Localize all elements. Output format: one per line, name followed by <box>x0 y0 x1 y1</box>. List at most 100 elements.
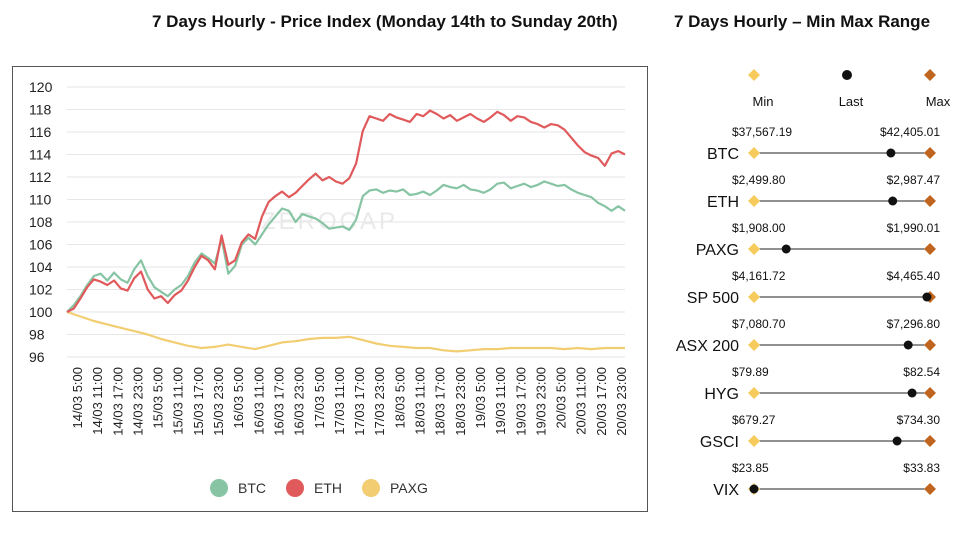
x-tick-label: 16/03 11:00 <box>251 367 266 435</box>
max-marker <box>924 243 936 255</box>
min-value-label: $4,161.72 <box>732 269 786 283</box>
y-tick-label: 112 <box>29 169 52 185</box>
max-value-label: $1,990.01 <box>887 221 941 235</box>
max-value-label: $2,987.47 <box>887 173 941 187</box>
min-value-label: $1,908.00 <box>732 221 786 235</box>
min-marker <box>748 387 760 399</box>
y-tick-label: 100 <box>29 304 53 320</box>
min-legend-marker <box>748 69 760 81</box>
x-tick-label: 20/03 11:00 <box>574 367 589 435</box>
min-marker <box>748 435 760 447</box>
price-index-chart: 96 98 100 102 104 106 108 110 112 114 116 118 120 ZER… <box>12 66 648 512</box>
min-marker <box>748 243 760 255</box>
asset-name: GSCI <box>700 434 739 451</box>
btc-series-line <box>66 180 626 313</box>
asset-name: ASX 200 <box>676 338 739 355</box>
min-legend-label: Min <box>753 94 774 109</box>
max-value-label: $4,465.40 <box>887 269 941 283</box>
line-chart-title: 7 Days Hourly - Price Index (Monday 14th… <box>152 12 618 31</box>
max-marker <box>924 435 936 447</box>
x-tick-label: 16/03 23:00 <box>292 367 307 436</box>
last-legend-label: Last <box>839 94 864 109</box>
asset-name: VIX <box>713 482 739 499</box>
x-tick-label: 16/03 5:00 <box>231 367 246 428</box>
x-tick-label: 17/03 17:00 <box>352 367 367 436</box>
max-marker <box>924 483 936 495</box>
y-tick-label: 106 <box>29 237 53 253</box>
min-value-label: $79.89 <box>732 365 769 379</box>
last-legend-marker <box>842 70 852 80</box>
x-tick-label: 17/03 23:00 <box>372 367 387 436</box>
max-marker <box>924 147 936 159</box>
y-tick-label: 118 <box>29 102 52 118</box>
y-tick-label: 110 <box>29 192 52 208</box>
x-tick-label: 17/03 5:00 <box>312 367 327 428</box>
eth-series-line <box>66 109 626 313</box>
paxg-series-line <box>66 310 625 353</box>
min-value-label: $2,499.80 <box>732 173 786 187</box>
max-legend-label: Max <box>926 94 951 109</box>
min-marker <box>748 195 760 207</box>
y-tick-label: 114 <box>29 147 52 163</box>
max-value-label: $734.30 <box>897 413 941 427</box>
x-tick-label: 18/03 11:00 <box>413 367 428 435</box>
btc-legend-swatch <box>210 479 228 497</box>
x-tick-label: 14/03 23:00 <box>130 367 145 436</box>
min-marker <box>748 147 760 159</box>
last-marker <box>922 292 932 302</box>
asset-name: SP 500 <box>687 290 739 307</box>
y-tick-label: 108 <box>29 214 53 230</box>
min-value-label: $7,080.70 <box>732 317 786 331</box>
max-legend-marker <box>924 69 936 81</box>
x-tick-label: 15/03 11:00 <box>171 367 186 435</box>
x-tick-label: 14/03 11:00 <box>90 367 105 435</box>
max-value-label: $82.54 <box>903 365 940 379</box>
min-max-range-chart: Min Last Max BTC $37,567.19 $42,405.01 ETH $2,4… <box>660 56 960 534</box>
max-marker <box>924 339 936 351</box>
asset-name: BTC <box>707 146 739 163</box>
last-marker <box>892 436 902 446</box>
legend-label: ETH <box>314 480 342 496</box>
x-tick-label: 15/03 17:00 <box>191 367 206 436</box>
max-value-label: $33.83 <box>903 461 940 475</box>
last-marker <box>886 148 896 158</box>
x-tick-label: 19/03 5:00 <box>473 367 488 428</box>
asset-name: ETH <box>707 194 739 211</box>
paxg-legend-swatch <box>362 479 380 497</box>
x-tick-label: 17/03 11:00 <box>332 367 347 435</box>
y-tick-label: 98 <box>29 327 45 343</box>
range-chart-title: 7 Days Hourly – Min Max Range <box>674 12 931 31</box>
x-tick-label: 20/03 23:00 <box>614 367 629 436</box>
max-marker <box>924 195 936 207</box>
max-value-label: $7,296.80 <box>887 317 941 331</box>
last-marker <box>888 196 898 206</box>
legend-label: BTC <box>238 480 266 496</box>
x-tick-label: 14/03 17:00 <box>110 367 125 436</box>
x-tick-label: 15/03 5:00 <box>151 367 166 428</box>
x-tick-label: 18/03 5:00 <box>392 367 407 428</box>
y-tick-label: 116 <box>29 124 52 140</box>
y-tick-label: 96 <box>29 349 45 365</box>
min-value-label: $37,567.19 <box>732 125 792 139</box>
last-marker <box>749 484 759 494</box>
asset-name: HYG <box>704 386 739 403</box>
x-tick-label: 18/03 17:00 <box>433 367 448 436</box>
x-tick-label: 19/03 17:00 <box>513 367 528 436</box>
eth-legend-swatch <box>286 479 304 497</box>
x-tick-label: 20/03 17:00 <box>594 367 609 436</box>
x-tick-label: 19/03 23:00 <box>533 367 548 436</box>
min-value-label: $23.85 <box>732 461 769 475</box>
min-marker <box>748 291 760 303</box>
x-tick-label: 16/03 17:00 <box>272 367 287 436</box>
last-marker <box>781 244 791 254</box>
x-tick-label: 14/03 5:00 <box>70 367 85 428</box>
x-tick-label: 15/03 23:00 <box>211 367 226 436</box>
asset-name: PAXG <box>696 242 739 259</box>
y-tick-label: 120 <box>29 79 53 95</box>
last-marker <box>903 340 913 350</box>
x-tick-label: 18/03 23:00 <box>453 367 468 436</box>
legend-label: PAXG <box>390 480 428 496</box>
min-value-label: $679.27 <box>732 413 776 427</box>
watermark: ZEROCAP <box>261 208 398 235</box>
y-tick-label: 102 <box>29 282 53 298</box>
